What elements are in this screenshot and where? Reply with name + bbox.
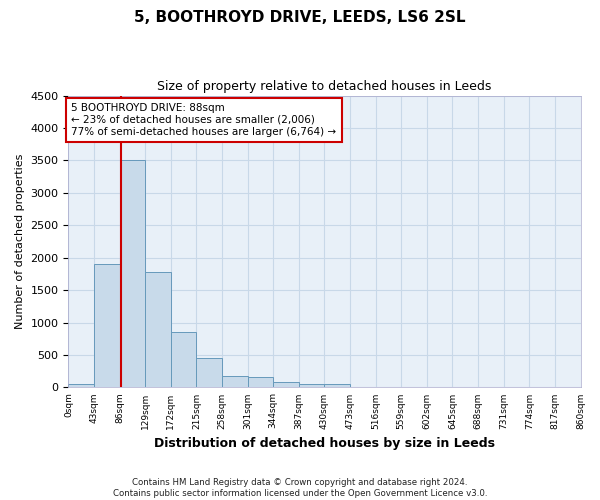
Y-axis label: Number of detached properties: Number of detached properties	[15, 154, 25, 329]
Text: 5, BOOTHROYD DRIVE, LEEDS, LS6 2SL: 5, BOOTHROYD DRIVE, LEEDS, LS6 2SL	[134, 10, 466, 25]
Bar	[94, 264, 119, 388]
X-axis label: Distribution of detached houses by size in Leeds: Distribution of detached houses by size …	[154, 437, 495, 450]
Bar	[222, 376, 248, 388]
Bar	[145, 272, 171, 388]
Bar	[273, 382, 299, 388]
Text: Contains HM Land Registry data © Crown copyright and database right 2024.
Contai: Contains HM Land Registry data © Crown c…	[113, 478, 487, 498]
Bar	[196, 358, 222, 388]
Bar	[248, 376, 273, 388]
Bar	[68, 384, 94, 388]
Bar	[171, 332, 196, 388]
Title: Size of property relative to detached houses in Leeds: Size of property relative to detached ho…	[157, 80, 491, 93]
Text: 5 BOOTHROYD DRIVE: 88sqm
← 23% of detached houses are smaller (2,006)
77% of sem: 5 BOOTHROYD DRIVE: 88sqm ← 23% of detach…	[71, 104, 337, 136]
Bar	[299, 384, 325, 388]
Bar	[119, 160, 145, 388]
Bar	[325, 384, 350, 388]
